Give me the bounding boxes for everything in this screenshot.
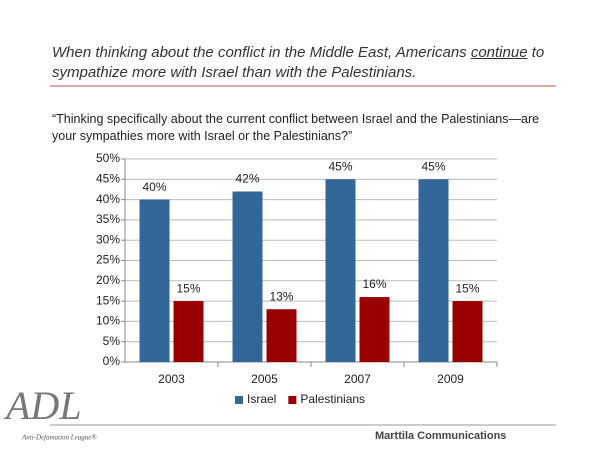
logo-mark: ADL: [3, 383, 82, 428]
bar: [266, 309, 297, 362]
legend-label: Israel: [247, 392, 276, 406]
y-tick-label: 10%: [96, 314, 120, 328]
bar: [139, 199, 170, 362]
bar: [452, 301, 483, 362]
x-tick-label: 2003: [158, 372, 185, 386]
y-tick-label: 45%: [96, 171, 120, 185]
bar: [418, 179, 449, 362]
logo-name: Anti-Defamation League®: [21, 434, 97, 442]
y-tick-label: 40%: [96, 192, 120, 206]
value-label: 13%: [269, 289, 293, 303]
legend-swatch: [235, 396, 243, 404]
bar: [173, 301, 204, 362]
value-label: 45%: [421, 159, 445, 173]
question: “Thinking specifically about the current…: [52, 112, 540, 143]
x-tick-label: 2005: [251, 372, 278, 386]
y-tick-label: 0%: [103, 354, 121, 368]
slide-title: When thinking about the conflict in the …: [52, 43, 562, 83]
x-tick-label: 2007: [344, 372, 371, 386]
legend-label: Palestinians: [300, 392, 365, 406]
bar: [232, 191, 263, 362]
x-tick-label: 2009: [437, 372, 464, 386]
y-tick-label: 50%: [96, 151, 120, 165]
value-label: 42%: [235, 172, 259, 186]
bar: [325, 179, 356, 362]
y-tick-label: 15%: [96, 293, 120, 307]
value-label: 15%: [176, 281, 200, 295]
title-text: to sympathize more with Israel than with…: [52, 44, 545, 81]
value-label: 40%: [142, 180, 166, 194]
value-label: 16%: [362, 277, 386, 291]
title-emphasis: continue: [470, 44, 528, 61]
legend-swatch: [288, 396, 297, 404]
title-text: When thinking about the conflict in the …: [52, 44, 471, 61]
value-label: 45%: [328, 159, 352, 173]
y-tick-label: 35%: [96, 212, 120, 226]
y-tick-label: 5%: [103, 334, 121, 348]
bar: [359, 297, 390, 362]
value-label: 15%: [455, 281, 479, 295]
footer-text: Marttila Communications: [375, 430, 506, 442]
y-tick-label: 30%: [96, 232, 120, 246]
y-tick-label: 25%: [96, 253, 120, 267]
y-tick-label: 20%: [96, 273, 120, 287]
